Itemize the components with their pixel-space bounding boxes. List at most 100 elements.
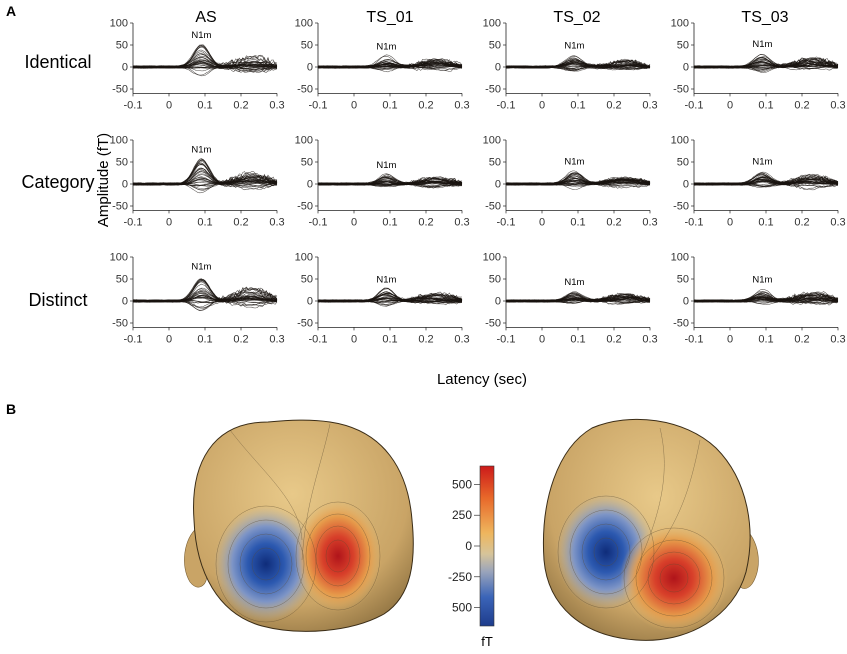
x-tick-label: -0.1 — [309, 333, 328, 345]
x-tick-label: 0.3 — [830, 99, 845, 111]
column-title-ts02: TS_02 — [553, 9, 600, 26]
series-traces — [132, 44, 278, 77]
y-tick-label: 100 — [110, 135, 128, 147]
x-tick-label: 0.3 — [830, 216, 845, 228]
y-tick-label: 50 — [677, 40, 689, 52]
y-tick-label: -50 — [673, 318, 689, 330]
subplot: 100 50 0 -50 -0.1 0 0.1 0.2 0.3 N1m — [483, 18, 658, 112]
x-tick-label: -0.1 — [309, 216, 328, 228]
panel-a-label: A — [6, 3, 16, 19]
x-tick-label: 0.2 — [606, 333, 621, 345]
x-tick-label: -0.1 — [497, 333, 516, 345]
column-title-ts01: TS_01 — [366, 9, 413, 26]
x-tick-label: 0.1 — [382, 216, 397, 228]
x-tick-label: 0 — [539, 216, 545, 228]
x-tick-label: -0.1 — [685, 99, 704, 111]
x-axis-label: Latency (sec) — [437, 371, 527, 388]
y-tick-label: 0 — [495, 179, 501, 191]
colorbar: 500 250 0 -250 500 — [448, 465, 495, 627]
y-tick-label: -50 — [112, 84, 128, 96]
x-tick-label: 0 — [539, 99, 545, 111]
y-tick-label: 50 — [301, 274, 313, 286]
x-tick-label: 0.1 — [570, 333, 585, 345]
left-head-negative-spot — [214, 506, 318, 622]
x-tick-label: 0.3 — [642, 99, 657, 111]
y-tick-label: -50 — [485, 318, 501, 330]
x-tick-label: 0.3 — [454, 216, 469, 228]
y-tick-label: 50 — [301, 157, 313, 169]
n1m-label: N1m — [191, 144, 211, 155]
y-tick-label: 100 — [483, 18, 501, 30]
n1m-label: N1m — [191, 30, 211, 41]
y-tick-label: 50 — [116, 274, 128, 286]
x-tick-label: 0.2 — [418, 99, 433, 111]
series-traces — [132, 278, 278, 311]
subplot: 100 50 0 -50 -0.1 0 0.1 0.2 0.3 N1m — [483, 135, 658, 229]
y-tick-label: 100 — [110, 252, 128, 264]
y-tick-label: 0 — [307, 62, 313, 74]
x-tick-label: 0 — [727, 333, 733, 345]
y-tick-label: 0 — [495, 296, 501, 308]
x-tick-label: 0.2 — [418, 216, 433, 228]
colorbar-unit: fT — [481, 634, 493, 649]
x-tick-label: 0.1 — [197, 99, 212, 111]
y-tick-label: 100 — [483, 135, 501, 147]
y-tick-label: 0 — [122, 179, 128, 191]
subplot: 100 50 0 -50 -0.1 0 0.1 0.2 0.3 N1m — [110, 252, 285, 346]
x-tick-label: 0 — [166, 99, 172, 111]
right-head — [542, 418, 759, 641]
y-tick-label: 50 — [116, 40, 128, 52]
series-traces — [317, 287, 463, 307]
n1m-label: N1m — [564, 277, 584, 288]
n1m-label: N1m — [752, 275, 772, 286]
n1m-label: N1m — [191, 261, 211, 272]
subplot: 100 50 0 -50 -0.1 0 0.1 0.2 0.3 N1m — [671, 18, 846, 112]
series-traces — [693, 54, 839, 73]
colorbar-tick-label: 250 — [452, 508, 472, 522]
series-traces — [505, 291, 651, 305]
y-tick-label: -50 — [673, 201, 689, 213]
y-tick-label: 100 — [671, 18, 689, 30]
subplot: 100 50 0 -50 -0.1 0 0.1 0.2 0.3 N1m — [110, 18, 285, 112]
y-tick-label: 0 — [122, 296, 128, 308]
y-tick-label: -50 — [112, 318, 128, 330]
n1m-label: N1m — [752, 39, 772, 50]
n1m-label: N1m — [752, 157, 772, 168]
x-tick-label: -0.1 — [685, 216, 704, 228]
x-tick-label: 0 — [351, 99, 357, 111]
y-tick-label: 0 — [307, 296, 313, 308]
y-tick-label: -50 — [485, 201, 501, 213]
x-tick-label: 0.2 — [794, 216, 809, 228]
n1m-label: N1m — [376, 41, 396, 52]
subplot: 100 50 0 -50 -0.1 0 0.1 0.2 0.3 N1m — [110, 135, 285, 229]
colorbar-tick-label: -250 — [448, 570, 472, 584]
y-tick-label: 50 — [489, 40, 501, 52]
series-traces — [317, 54, 463, 73]
n1m-label: N1m — [564, 157, 584, 168]
y-tick-label: 100 — [671, 252, 689, 264]
y-tick-label: 50 — [489, 157, 501, 169]
series-traces — [317, 173, 463, 189]
y-tick-label: 100 — [295, 135, 313, 147]
x-tick-label: 0.2 — [606, 99, 621, 111]
panel-b-label: B — [6, 401, 16, 417]
y-tick-label: 100 — [295, 18, 313, 30]
series-traces — [505, 170, 651, 190]
x-tick-label: 0.2 — [794, 99, 809, 111]
x-tick-label: 0.3 — [642, 216, 657, 228]
left-head — [184, 419, 414, 632]
x-tick-label: -0.1 — [124, 99, 143, 111]
y-tick-label: -50 — [297, 84, 313, 96]
colorbar-tick-label: 500 — [452, 601, 472, 615]
x-tick-label: 0.2 — [606, 216, 621, 228]
y-axis-label: Amplitude (fT) — [95, 133, 112, 227]
row-label-category: Category — [21, 172, 94, 192]
y-tick-label: 50 — [677, 274, 689, 286]
y-tick-label: 100 — [671, 135, 689, 147]
x-tick-label: 0.1 — [197, 216, 212, 228]
x-tick-label: -0.1 — [497, 99, 516, 111]
y-tick-label: 100 — [110, 18, 128, 30]
colorbar-tick-label: 500 — [452, 477, 472, 491]
x-tick-label: 0.3 — [454, 333, 469, 345]
